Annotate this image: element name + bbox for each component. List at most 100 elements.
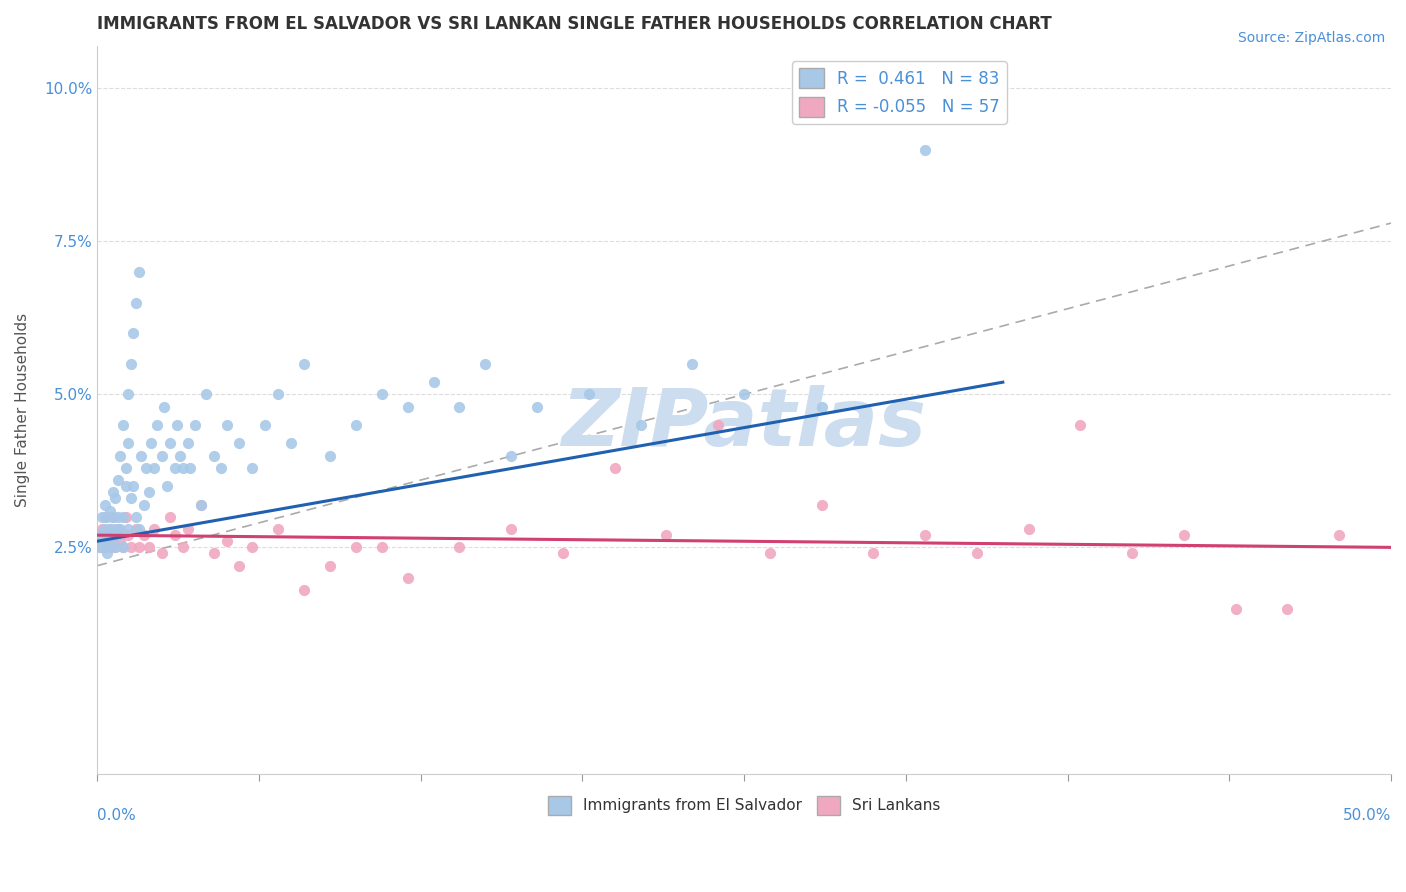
Point [1069,417,1091,432]
Point [141,436,163,450]
Point [163,528,186,542]
Text: Source: ZipAtlas.com: Source: ZipAtlas.com [1237,31,1385,45]
Point [1277,601,1299,615]
Point [110,522,132,536]
Text: 50.0%: 50.0% [1343,808,1391,823]
Point [111,541,134,555]
Point [104,541,127,555]
Point [551,547,574,561]
Point [114,460,136,475]
Point [89,541,111,555]
Legend: Immigrants from El Salvador, Sri Lankans: Immigrants from El Salvador, Sri Lankans [541,789,946,821]
Point [371,541,394,555]
Point [125,509,148,524]
Point [114,479,136,493]
Point [371,387,394,401]
Point [1225,601,1247,615]
Point [242,541,264,555]
Point [655,528,678,542]
Point [117,436,139,450]
Point [125,522,148,536]
Point [292,357,315,371]
Point [132,498,155,512]
Point [254,417,277,432]
Point [98,541,121,555]
Point [163,460,186,475]
Point [122,479,145,493]
Point [101,509,124,524]
Point [94,541,117,555]
Point [1329,528,1351,542]
Point [1173,528,1195,542]
Text: ZIPatlas: ZIPatlas [561,385,927,463]
Point [190,498,212,512]
Point [474,357,496,371]
Point [1121,547,1143,561]
Point [128,522,150,536]
Point [396,571,419,585]
Point [104,541,127,555]
Point [89,528,111,542]
Point [143,522,166,536]
Point [190,498,212,512]
Point [107,509,129,524]
Point [101,509,124,524]
Point [966,547,988,561]
Point [145,417,167,432]
Point [120,357,142,371]
Point [344,417,367,432]
Point [344,541,367,555]
Point [104,522,127,536]
Point [501,522,523,536]
Point [125,295,148,310]
Point [156,479,179,493]
Point [228,558,250,573]
Point [101,534,124,549]
Point [128,541,150,555]
Point [267,387,290,401]
Point [107,473,129,487]
Point [153,400,176,414]
Point [172,460,194,475]
Point [94,509,117,524]
Point [150,547,173,561]
Point [681,357,703,371]
Point [449,541,471,555]
Point [89,541,111,555]
Point [135,460,157,475]
Point [117,528,139,542]
Point [501,449,523,463]
Point [98,503,121,517]
Point [110,534,132,549]
Point [117,522,139,536]
Point [242,460,264,475]
Point [176,522,198,536]
Point [172,541,194,555]
Point [319,558,342,573]
Point [104,491,127,506]
Point [150,449,173,463]
Point [578,387,600,401]
Point [138,485,160,500]
Point [89,528,111,542]
Point [117,387,139,401]
Point [111,509,134,524]
Point [96,528,118,542]
Point [143,460,166,475]
Point [138,541,160,555]
Point [94,498,117,512]
Point [292,583,315,598]
Point [91,534,114,549]
Point [159,436,181,450]
Point [810,400,832,414]
Point [707,417,730,432]
Point [422,375,444,389]
Point [396,400,419,414]
Point [94,541,117,555]
Point [169,449,191,463]
Point [114,509,136,524]
Point [159,509,181,524]
Point [98,534,121,549]
Point [215,417,238,432]
Point [128,265,150,279]
